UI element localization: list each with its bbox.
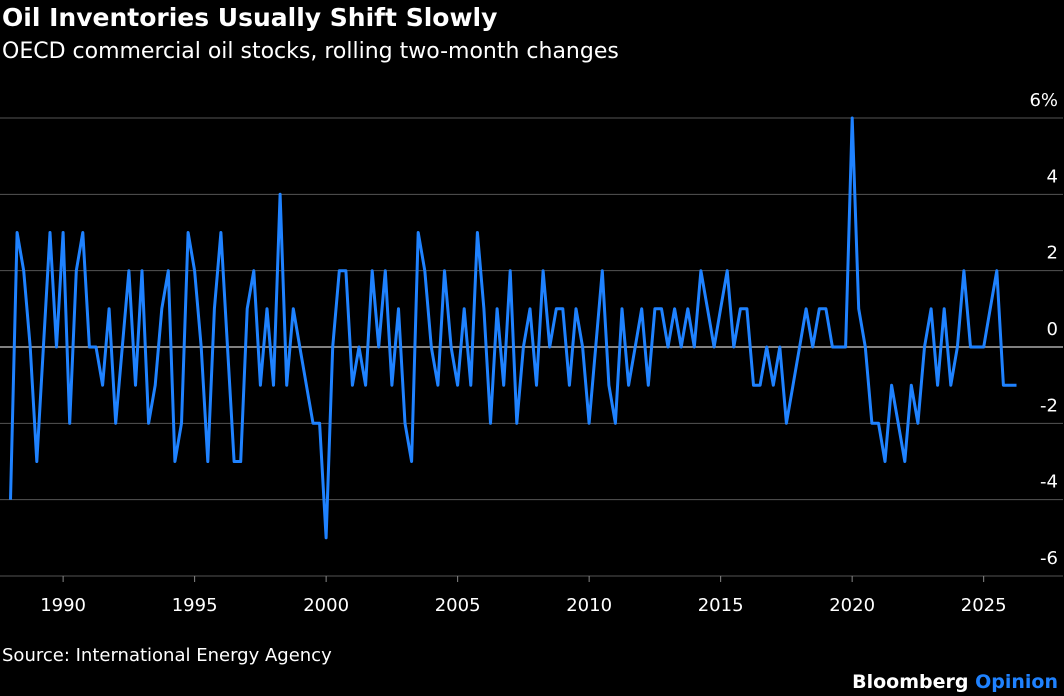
y-tick-label: 2 [1047, 243, 1058, 264]
x-tick-label: 1995 [172, 595, 218, 616]
x-tick-label: 2020 [829, 595, 875, 616]
y-tick-label: 4 [1047, 166, 1058, 187]
source: Source: International Energy Agency [2, 645, 332, 666]
y-tick-label: 6% [1029, 90, 1058, 111]
x-tick-label: 2000 [303, 595, 349, 616]
brand-section: Opinion [975, 671, 1058, 693]
y-tick-label: 0 [1047, 319, 1058, 340]
chart-subtitle: OECD commercial oil stocks, rolling two-… [2, 39, 619, 64]
chart-title: Oil Inventories Usually Shift Slowly [2, 3, 497, 32]
brand-name: Bloomberg [852, 671, 968, 693]
x-tick-label: 2005 [435, 595, 481, 616]
x-tick-label: 2010 [566, 595, 612, 616]
x-tick-label: 2015 [698, 595, 744, 616]
y-tick-label: -4 [1040, 472, 1058, 493]
x-tick-label: 2025 [961, 595, 1007, 616]
series-line [9, 116, 1017, 540]
x-tick-label: 1990 [40, 595, 86, 616]
y-tick-label: -6 [1040, 548, 1058, 569]
y-tick-label: -2 [1040, 395, 1058, 416]
brand: Bloomberg Opinion [852, 671, 1058, 693]
